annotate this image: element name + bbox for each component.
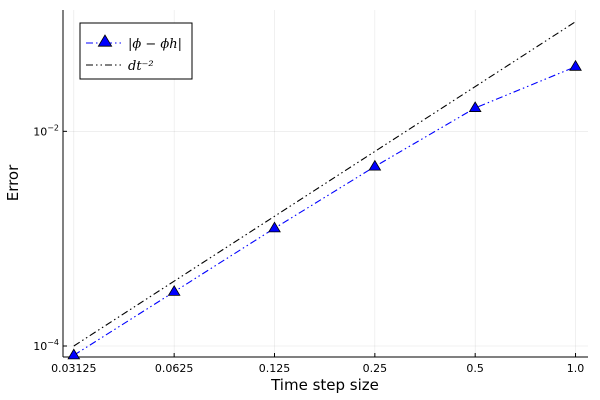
data-point-0-5 [569,59,582,71]
x-tick-label-1: 0.0625 [155,362,194,375]
legend: |ϕ − ϕh| dt⁻² [79,22,193,80]
legend-marker-0 [97,34,113,47]
series-line-1 [73,21,576,347]
series-line-0 [73,66,576,356]
markers-layer [67,59,582,360]
data-point-0-2 [268,221,281,233]
legend-box [79,22,193,80]
y-axis-ticks: 10−4 10−2 [33,123,67,353]
data-point-0-3 [368,159,382,171]
x-tick-label-5: 1.0 [567,362,585,375]
series-layer [73,21,576,356]
x-tick-label-3: 0.25 [363,362,388,375]
x-tick-label-4: 0.5 [466,362,484,375]
x-tick-label-0: 0.03125 [51,362,97,375]
data-point-0-1 [167,285,181,296]
data-point-0-0 [67,348,81,360]
x-tick-label-2: 0.125 [259,362,291,375]
y-tick-label-1: 10−2 [33,123,59,138]
legend-label-1: dt⁻² [128,59,154,74]
x-axis-ticks: 0.03125 0.0625 0.125 0.25 0.5 1.0 [51,353,584,375]
y-axis-label: Error [4,164,22,201]
legend-label-0: |ϕ − ϕh| [128,37,182,52]
axes-frame [62,10,588,358]
x-axis-label: Time step size [270,376,379,394]
y-tick-label-0: 10−4 [33,338,59,353]
data-point-0-4 [468,101,482,112]
